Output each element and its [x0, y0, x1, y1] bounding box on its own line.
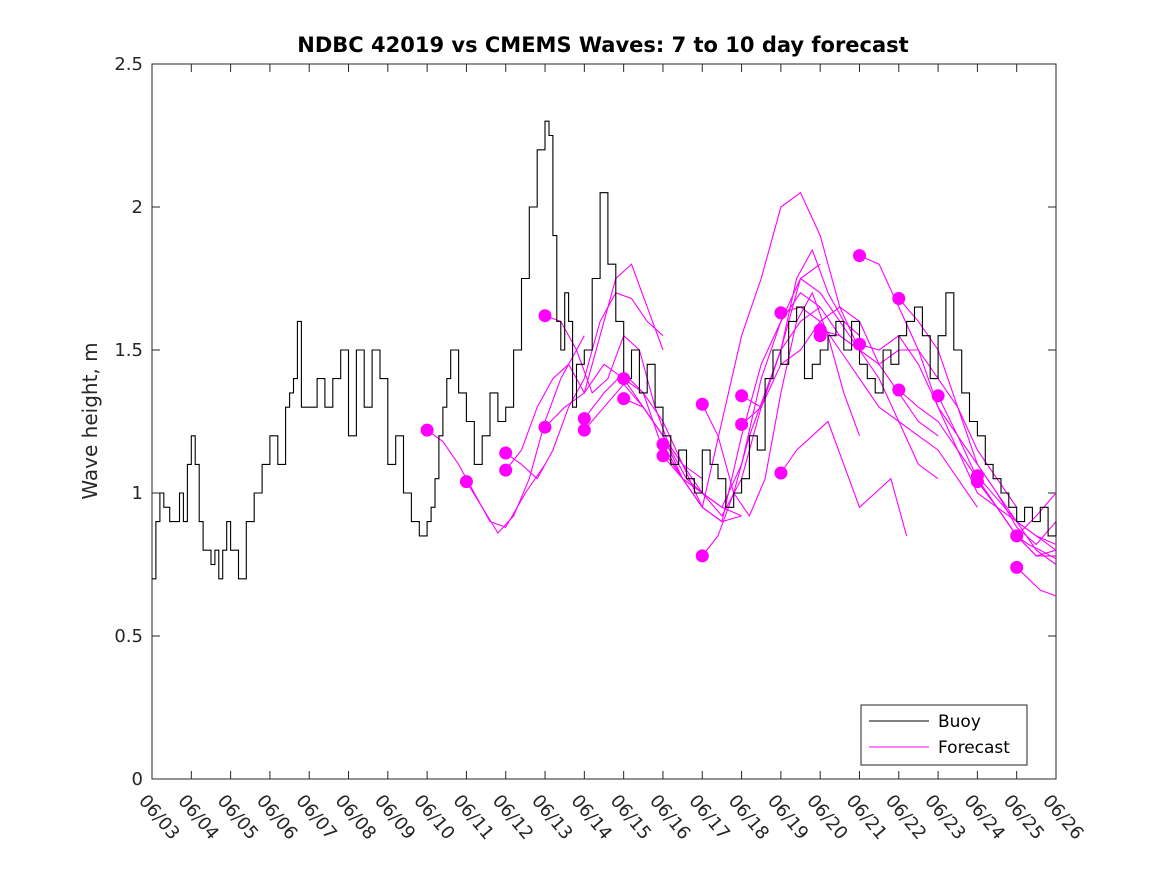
forecast-marker — [774, 466, 788, 480]
forecast-marker — [735, 417, 749, 431]
x-tick-label: 06/24 — [960, 791, 1009, 844]
y-tick-label: 0 — [132, 769, 143, 790]
y-axis-label: Wave height, m — [78, 342, 102, 499]
forecast-line — [505, 292, 664, 480]
forecast-marker — [420, 423, 434, 437]
legend: Buoy Forecast — [860, 704, 1028, 766]
forecast-marker — [774, 306, 788, 320]
forecast-line — [465, 335, 585, 534]
y-tick-label: 0.5 — [114, 626, 143, 647]
y-tick-label: 2 — [132, 197, 143, 218]
forecast-marker — [931, 389, 945, 403]
y-tick-label: 1 — [132, 483, 143, 504]
x-tick-label: 06/09 — [370, 791, 419, 844]
forecast-line — [741, 306, 939, 437]
forecast-marker — [853, 337, 866, 351]
y-tick-label: 2.5 — [114, 54, 143, 75]
forecast-marker — [1010, 529, 1024, 543]
forecast-line — [623, 263, 821, 517]
forecast-marker — [735, 389, 749, 403]
forecast-marker — [499, 463, 513, 477]
forecast-marker — [695, 549, 709, 563]
series-layer — [152, 120, 1057, 597]
x-tick-label: 06/22 — [881, 791, 930, 844]
x-tick-label: 06/08 — [331, 791, 380, 844]
forecast-line — [662, 277, 860, 509]
forecast-marker — [617, 372, 631, 386]
plot-area — [151, 63, 1057, 780]
forecast-line — [1016, 567, 1057, 597]
x-tick-label: 06/15 — [606, 791, 655, 844]
forecast-marker — [813, 329, 827, 343]
forecast-marker — [656, 437, 670, 451]
forecast-marker — [577, 412, 591, 426]
buoy-line — [152, 120, 1057, 580]
x-tick-label: 06/10 — [409, 791, 458, 844]
x-tick-label: 06/25 — [999, 791, 1048, 844]
x-tick-label: 06/07 — [291, 791, 340, 844]
x-tick-label: 06/20 — [802, 791, 851, 844]
legend-label-forecast: Forecast — [938, 738, 1010, 758]
x-tick-label: 06/06 — [252, 791, 301, 844]
x-tick-label: 06/03 — [134, 791, 183, 844]
x-tick-label: 06/21 — [842, 791, 891, 844]
legend-label-buoy: Buoy — [938, 712, 981, 732]
y-axis: 0 0.5 1 1.5 2 2.5 — [114, 54, 1056, 790]
forecast-marker — [892, 383, 906, 397]
x-tick-label: 06/13 — [527, 791, 576, 844]
x-tick-label: 06/11 — [449, 791, 498, 844]
x-tick-label: 06/12 — [488, 791, 537, 844]
x-tick-label: 06/14 — [567, 791, 616, 844]
forecast-marker — [970, 469, 984, 483]
forecast-marker — [538, 420, 552, 434]
forecast-line — [662, 191, 860, 509]
x-tick-label: 06/05 — [213, 791, 262, 844]
forecast-marker — [499, 446, 513, 460]
x-tick-label: 06/16 — [645, 791, 694, 844]
forecast-line — [701, 291, 861, 518]
forecast-marker — [459, 475, 473, 489]
forecast-marker — [538, 309, 552, 323]
x-tick-label: 06/04 — [173, 791, 222, 844]
forecast-marker — [695, 397, 709, 411]
forecast-line — [623, 292, 821, 523]
x-tick-label: 06/18 — [724, 791, 773, 844]
forecast-line — [780, 420, 908, 537]
forecast-marker — [1010, 560, 1024, 574]
forecast-line — [898, 298, 1057, 546]
forecast-marker — [577, 423, 591, 437]
x-tick-label: 06/26 — [1038, 791, 1087, 844]
forecast-line — [780, 306, 978, 508]
forecast-marker — [853, 249, 866, 263]
forecast-marker — [617, 392, 631, 406]
x-tick-label: 06/23 — [920, 791, 969, 844]
y-tick-label: 1.5 — [114, 340, 143, 361]
forecast-marker — [656, 449, 670, 463]
x-tick-label: 06/19 — [763, 791, 812, 844]
x-tick-label: 06/17 — [684, 791, 733, 844]
legend-box — [860, 704, 1028, 766]
forecast-line — [1016, 535, 1057, 560]
chart-title: NDBC 42019 vs CMEMS Waves: 7 to 10 day f… — [297, 33, 908, 57]
forecast-marker — [892, 292, 906, 305]
